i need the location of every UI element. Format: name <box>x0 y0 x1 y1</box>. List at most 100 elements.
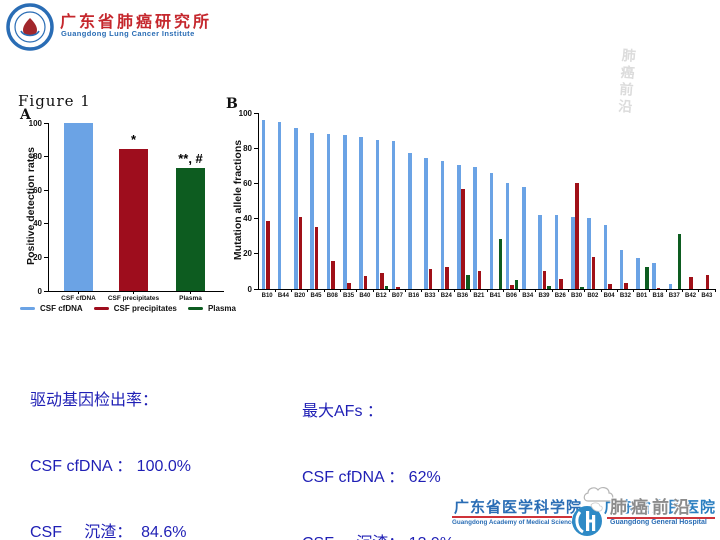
notes-left: 驱动基因检出率： CSF cfDNA ： 100.0% CSF 沉渣： 84.6… <box>30 346 197 540</box>
y-tick-mark <box>44 223 49 225</box>
x-tick-mark <box>616 289 618 292</box>
legend-item: Plasma <box>187 304 236 313</box>
bar <box>477 270 482 289</box>
hospital-emblem-icon <box>572 502 603 536</box>
significance-annotation: * <box>130 131 137 147</box>
bar <box>456 164 461 289</box>
x-tick-label: B42 <box>685 293 697 299</box>
x-tick-mark <box>486 289 488 292</box>
bar <box>579 287 584 289</box>
bar <box>705 274 710 289</box>
bar <box>342 135 347 289</box>
y-tick-mark <box>254 112 259 114</box>
x-tick-label: B21 <box>473 293 485 299</box>
bar <box>677 233 682 289</box>
x-tick-label: B06 <box>505 293 517 299</box>
x-tick-label: B37 <box>668 293 680 299</box>
x-tick-mark <box>714 289 716 292</box>
significance-annotation: **, # <box>178 151 203 167</box>
x-tick-mark <box>551 289 553 292</box>
legend-swatch <box>93 306 109 311</box>
y-tick-mark <box>44 290 49 292</box>
bar <box>624 282 628 289</box>
academy-underline <box>452 516 572 518</box>
x-tick-label: Plasma <box>179 295 202 302</box>
bar <box>570 216 575 289</box>
x-tick-mark <box>681 289 683 292</box>
x-tick-mark <box>388 289 390 292</box>
y-tick-mark <box>254 288 259 290</box>
x-tick-label: B20 <box>294 293 306 299</box>
y-tick-mark <box>44 122 49 124</box>
y-tick-label: 20 <box>243 249 252 259</box>
x-tick-label: B16 <box>408 293 420 299</box>
x-tick-mark <box>519 289 521 292</box>
bar <box>608 283 612 289</box>
x-tick-mark <box>437 289 439 292</box>
bar <box>542 270 547 289</box>
x-tick-mark <box>600 289 602 292</box>
institute-emblem-icon <box>6 3 54 51</box>
bar <box>652 263 656 289</box>
panel-a-label: A <box>20 107 31 123</box>
y-tick-mark <box>44 189 49 191</box>
legend-swatch <box>20 306 35 311</box>
bar <box>498 238 503 289</box>
y-tick-label: 80 <box>243 143 252 153</box>
y-tick-label: 40 <box>33 219 42 229</box>
bar <box>266 221 270 289</box>
panel-a-plot: 0 20 40 60 80 100 CSF cfDNA CSF precipitates * Pl… <box>29 119 224 302</box>
y-tick-label: 60 <box>243 178 252 188</box>
bar <box>428 268 433 289</box>
x-tick-mark <box>567 289 569 292</box>
x-tick-label: B43 <box>701 293 713 299</box>
bar <box>522 186 526 289</box>
y-tick-label: 100 <box>28 118 42 128</box>
x-tick-mark <box>633 289 635 292</box>
y-tick-label: 40 <box>243 214 252 224</box>
bar <box>465 274 470 289</box>
institute-name-cn: 广东省肺癌研究所 <box>60 12 213 31</box>
hospital-underline <box>607 517 715 519</box>
legend-label: CSF cfDNA <box>40 304 83 313</box>
bar <box>461 188 466 289</box>
x-tick-label: B30 <box>571 293 583 299</box>
bar <box>261 120 266 289</box>
institute-name-en: Guangdong Lung Cancer Institute <box>61 29 195 38</box>
bar <box>505 182 510 289</box>
bar <box>176 168 205 291</box>
x-tick-label: B32 <box>619 293 631 299</box>
bar <box>119 148 148 291</box>
x-tick-label: B40 <box>359 293 371 299</box>
x-tick-label: B26 <box>554 293 566 299</box>
x-tick-mark <box>323 289 325 292</box>
bar <box>277 121 282 289</box>
bar <box>384 286 389 289</box>
legend-label: Plasma <box>207 304 236 313</box>
bar <box>359 136 363 289</box>
legend-item: CSF cfDNA <box>20 304 83 313</box>
x-tick-label: B07 <box>391 293 403 299</box>
y-tick-mark <box>254 253 259 255</box>
x-tick-mark <box>453 289 455 292</box>
x-tick-mark <box>584 289 586 292</box>
x-tick-mark <box>502 289 504 292</box>
bar <box>64 123 93 291</box>
bar <box>510 285 514 289</box>
y-tick-mark <box>254 182 259 184</box>
x-tick-mark <box>649 289 651 292</box>
bar <box>408 152 412 289</box>
panel-b-label: B <box>226 96 238 112</box>
x-tick-mark <box>665 289 667 292</box>
bar <box>347 282 352 289</box>
bar <box>331 260 335 289</box>
x-tick-label: B01 <box>636 293 648 299</box>
y-tick-label: 80 <box>33 152 42 162</box>
bar <box>298 216 303 289</box>
note-line: CSF cfDNA ： 100.0% <box>30 458 191 475</box>
x-tick-label: CSF precipitates <box>107 295 160 302</box>
x-tick-label: B24 <box>440 293 452 299</box>
y-tick-label: 0 <box>247 284 252 294</box>
x-tick-label: B04 <box>603 293 615 299</box>
bar <box>396 287 400 289</box>
